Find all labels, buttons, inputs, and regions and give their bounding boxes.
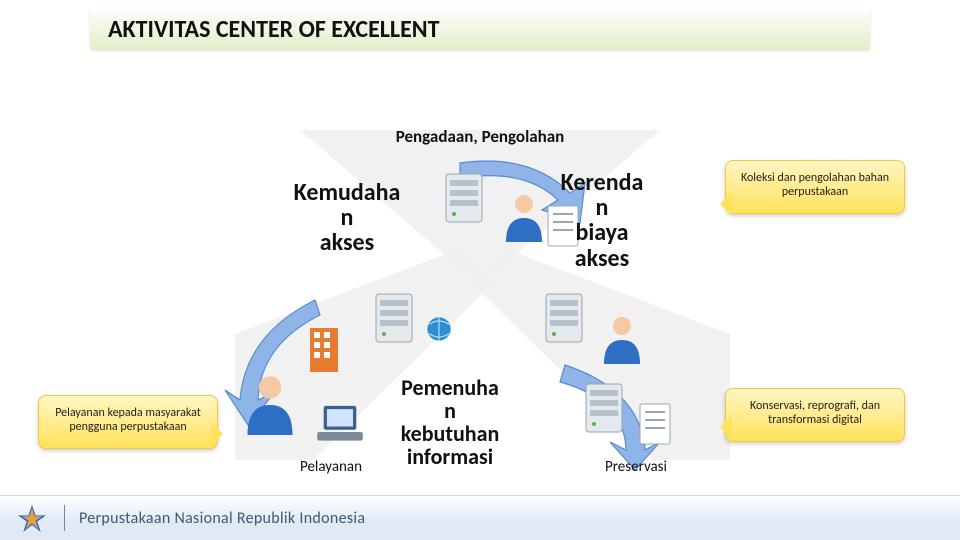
label-kemudahan: Kemudaha n akses [262,180,432,256]
person-icon [598,312,646,368]
title-bar: AKTIVITAS CENTER OF EXCELLENT [90,8,870,50]
label-pemenuhan: Pemenuha n kebutuhan informasi [360,376,540,468]
building-icon [300,320,348,376]
callout-pelayanan: Pelayanan kepada masyarakat pengguna per… [38,395,218,449]
server-icon [440,170,488,226]
footer-bar: Perpustakaan Nasional Republik Indonesia [0,495,960,540]
server-icon [540,290,588,346]
slide: { "title": "AKTIVITAS CENTER OF EXCELLEN… [0,0,960,540]
person-icon [240,370,300,440]
server-icon [580,380,628,436]
globe-icon [420,310,458,348]
doc-icon [632,398,680,454]
logo-icon [14,503,50,533]
server-icon [370,290,418,346]
callout-koleksi: Koleksi dan pengolahan bahan perpustakaa… [725,160,905,214]
heading-top: Pengadaan, Pengolahan [0,128,960,146]
callout-konservasi: Konservasi, reprografi, dan transformasi… [725,388,905,442]
label-kerendahan: Kerenda n biaya akses [532,170,672,271]
label-pelayanan: Pelayanan [300,460,362,476]
footer-divider [64,505,65,531]
footer-org: Perpustakaan Nasional Republik Indonesia [79,509,365,528]
label-preservasi: Preservasi [605,460,667,476]
slide-title: AKTIVITAS CENTER OF EXCELLENT [108,15,439,44]
